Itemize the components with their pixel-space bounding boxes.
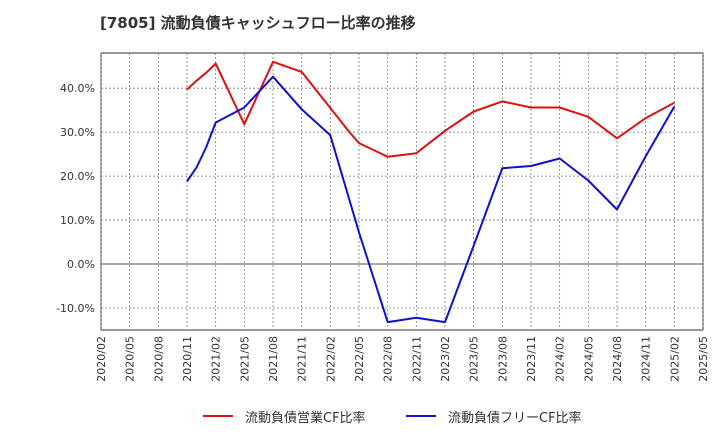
y-tick-label: 20.0% xyxy=(60,170,95,183)
x-tick-label: 2020/08 xyxy=(152,336,165,382)
x-tick-label: 2025/02 xyxy=(668,336,681,382)
x-tick-label: 2020/05 xyxy=(124,336,137,382)
x-tick-label: 2021/05 xyxy=(238,336,251,382)
x-tick-label: 2025/05 xyxy=(697,336,710,382)
y-tick-label: 30.0% xyxy=(60,126,95,139)
legend-swatch-free-cf xyxy=(406,415,436,417)
x-tick-label: 2021/08 xyxy=(267,336,280,382)
x-tick-label: 2024/05 xyxy=(582,336,595,382)
y-gridlines xyxy=(101,87,703,309)
x-tick-label: 2021/11 xyxy=(296,336,309,382)
legend-item-free-cf: 流動負債フリーCF比率 xyxy=(406,404,582,428)
chart-plot: 40.0%30.0%20.0%10.0%0.0%-10.0% 2020/02 20… xyxy=(56,52,710,382)
x-tick-label: 2024/08 xyxy=(611,336,624,382)
x-tick-label: 2022/11 xyxy=(410,336,423,382)
y-tick-labels: 40.0% 30.0% 20.0% 10.0% 0.0% -10.0% xyxy=(56,82,95,315)
chart-title: [7805] 流動負債キャッシュフロー比率の推移 xyxy=(100,14,416,32)
x-tick-label: 2022/05 xyxy=(353,336,366,382)
x-tick-label: 2023/02 xyxy=(439,336,452,382)
legend-swatch-operating-cf xyxy=(203,415,233,417)
legend-label-free-cf: 流動負債フリーCF比率 xyxy=(448,410,582,426)
x-tick-label: 2020/02 xyxy=(95,336,108,382)
x-tick-label: 2022/08 xyxy=(382,336,395,382)
x-tick-label: 2021/02 xyxy=(210,336,223,382)
series-lines xyxy=(186,60,676,324)
y-tick-label: -10.0% xyxy=(56,302,95,315)
plot-area xyxy=(100,52,704,331)
x-tick-label: 2023/11 xyxy=(525,336,538,382)
legend-label-operating-cf: 流動負債営業CF比率 xyxy=(245,410,366,426)
x-tick-label: 2024/02 xyxy=(554,336,567,382)
series-line-free-cf xyxy=(186,75,676,324)
x-tick-label: 2024/11 xyxy=(640,336,653,382)
y-tick-label: 10.0% xyxy=(60,214,95,227)
x-tick-label: 2023/05 xyxy=(468,336,481,382)
legend-item-operating-cf: 流動負債営業CF比率 xyxy=(203,404,366,428)
x-tick-label: 2020/11 xyxy=(181,336,194,382)
legend: 流動負債営業CF比率 流動負債フリーCF比率 xyxy=(0,404,720,428)
y-tick-label: 0.0% xyxy=(67,258,95,271)
series-line-operating-cf xyxy=(186,60,675,158)
x-tick-label: 2023/08 xyxy=(496,336,509,382)
x-tick-labels: 2020/02 2020/05 2020/08 2020/11 2021/02 2021/… xyxy=(95,336,710,382)
y-tick-label: 40.0% xyxy=(60,82,95,95)
x-tick-label: 2022/02 xyxy=(324,336,337,382)
